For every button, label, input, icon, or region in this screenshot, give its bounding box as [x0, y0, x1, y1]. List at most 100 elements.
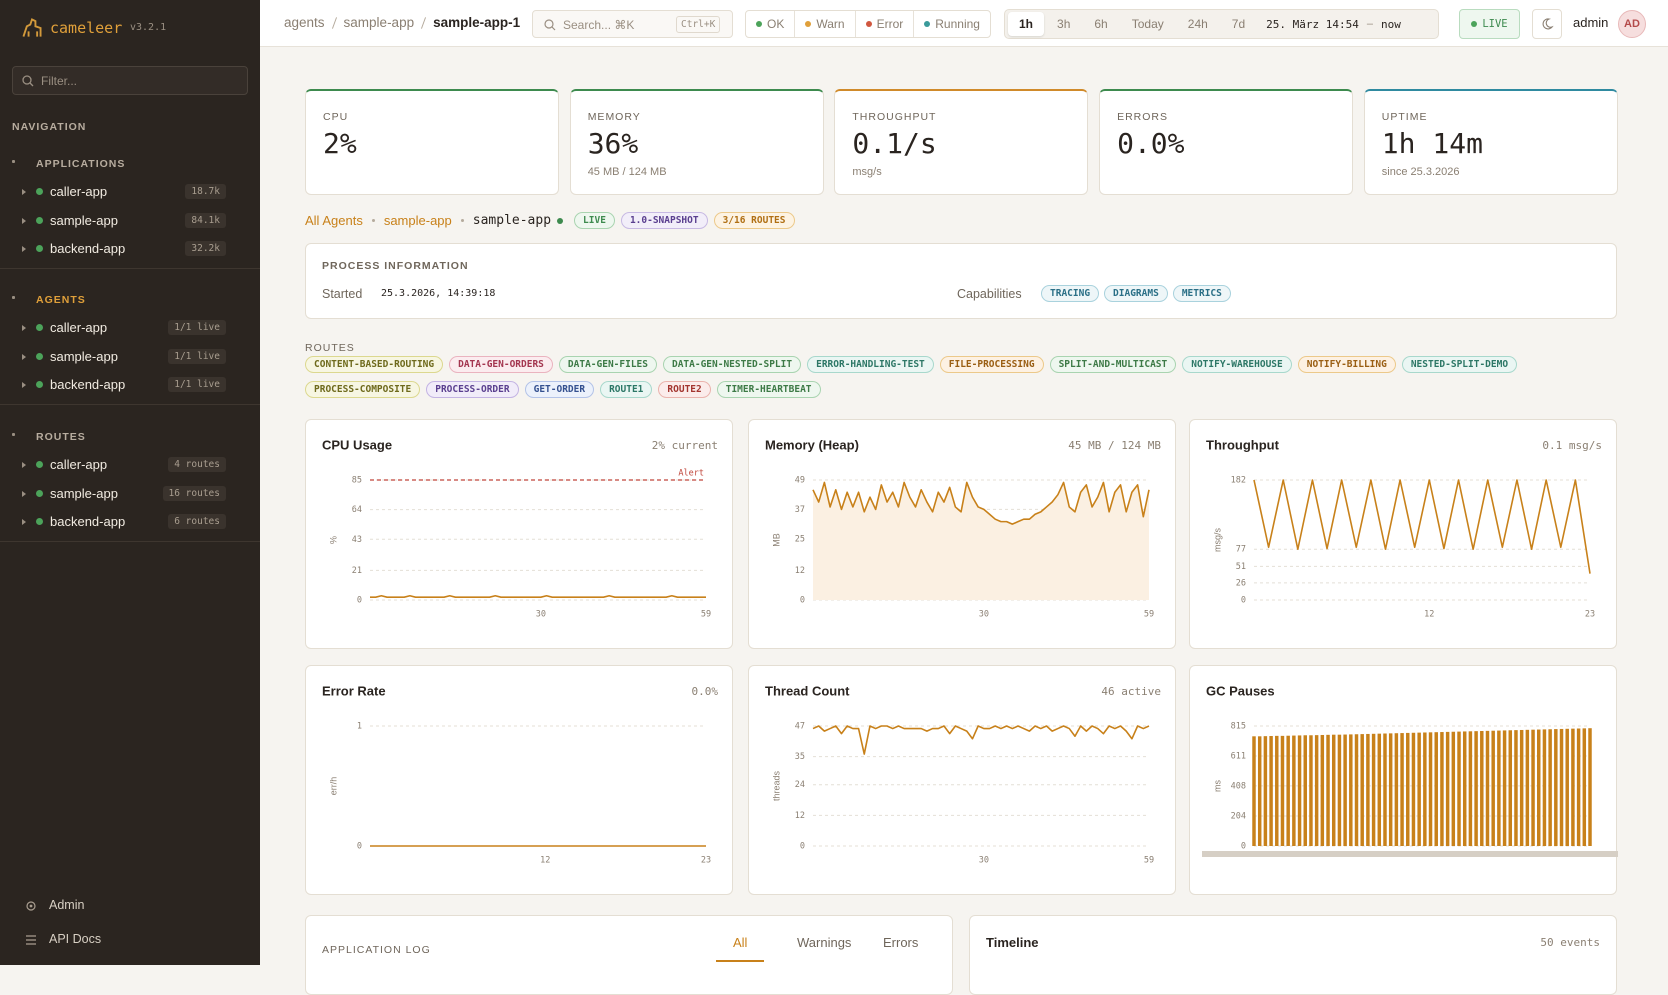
y-tick-label: 25	[795, 534, 805, 544]
sidebar-item[interactable]: backend-app 1/1 live	[0, 373, 260, 397]
time-range-button[interactable]: 3h	[1057, 17, 1071, 31]
time-range-button[interactable]: 24h	[1187, 17, 1208, 31]
y-tick-label: 35	[795, 752, 805, 762]
line	[1253, 479, 1591, 574]
route-tag[interactable]: DATA-GEN-NESTED-SPLIT	[662, 356, 802, 373]
bar	[1400, 733, 1404, 846]
search-box[interactable]: Search... ⌘K Ctrl+K	[532, 10, 733, 38]
bar	[1525, 729, 1530, 846]
filter-input[interactable]: Filter...	[12, 66, 248, 95]
log-tab[interactable]: Warnings	[797, 935, 852, 950]
chart-title: Throughput	[1206, 437, 1280, 452]
line	[370, 594, 706, 598]
icon	[26, 901, 36, 911]
chart-summary: 0.0%	[692, 685, 719, 698]
route-tag[interactable]: CONTENT-BASED-ROUTING	[305, 356, 444, 373]
icon	[26, 935, 36, 945]
bar	[1349, 734, 1353, 846]
chart-card: GC Pauses 0 204 408 611 815 ms	[1189, 665, 1618, 895]
footer-link[interactable]: Admin	[49, 898, 85, 912]
route-tag[interactable]: TIMER-HEARTBEAT	[716, 381, 821, 398]
bar	[1309, 735, 1313, 846]
route-tag[interactable]: NOTIFY-BILLING	[1297, 356, 1396, 373]
item-badge: 1/1 live	[168, 320, 226, 335]
kpi-label: MEMORY	[587, 111, 641, 123]
bar	[1497, 730, 1501, 846]
live-toggle[interactable]: LIVE	[1459, 9, 1520, 39]
sidebar-item[interactable]: sample-app 16 routes	[0, 482, 260, 506]
route-tag[interactable]: ROUTE1	[600, 381, 653, 398]
kpi-value: 1h 14m	[1381, 127, 1483, 160]
status-dot	[36, 461, 43, 468]
time-range-button[interactable]: 7d	[1231, 17, 1246, 31]
route-tag[interactable]: DATA-GEN-ORDERS	[449, 356, 553, 373]
bar	[1588, 728, 1592, 846]
agent-crumb[interactable]: All Agents	[305, 213, 363, 228]
time-range: 1h 3h 6h Today 24h 7d 25. März 14:54– now	[1004, 9, 1439, 39]
user-avatar[interactable]: AD	[1618, 10, 1646, 38]
icon	[1542, 18, 1554, 30]
agent-crumb: sample-app	[472, 213, 552, 228]
item-name: backend-app	[50, 514, 126, 530]
x-tick-label: 23	[1585, 610, 1595, 620]
sidebar-item[interactable]: caller-app 18.7k	[0, 180, 260, 204]
agent-crumb[interactable]: sample-app	[383, 213, 452, 228]
bar	[1366, 733, 1370, 846]
sidebar-item[interactable]: sample-app 1/1 live	[0, 345, 260, 369]
route-tag[interactable]: GET-ORDER	[524, 381, 595, 398]
route-tag[interactable]: NOTIFY-WAREHOUSE	[1182, 356, 1292, 373]
route-tag[interactable]: PROCESS-ORDER	[426, 381, 519, 398]
bar	[1445, 731, 1450, 846]
y-tick-label: 408	[1231, 781, 1246, 791]
x-tick-label: 59	[1144, 610, 1154, 620]
footer-link[interactable]: API Docs	[49, 932, 102, 946]
breadcrumb-item[interactable]: agents	[284, 15, 325, 30]
bar	[1383, 733, 1387, 846]
kpi-card: UPTIME 1h 14m since 25.3.2026	[1363, 89, 1618, 195]
status-label: Warn	[816, 17, 845, 31]
route-tag[interactable]: ROUTE2	[658, 381, 711, 398]
status-filter[interactable]: Error	[856, 11, 915, 37]
filter-placeholder: Filter...	[41, 74, 78, 88]
y-tick-label: 21	[352, 566, 362, 576]
status-dot	[36, 381, 43, 389]
sidebar-item[interactable]: caller-app 1/1 live	[0, 316, 260, 340]
y-tick-label: 85	[352, 476, 362, 486]
route-tag[interactable]: FILE-PROCESSING	[939, 356, 1044, 373]
y-tick-label: 37	[795, 505, 805, 515]
route-tag[interactable]: SPLIT-AND-MULTICAST	[1049, 356, 1177, 373]
sidebar-item[interactable]: backend-app 6 routes	[0, 510, 260, 534]
agent-badge: 1.0-SNAPSHOT	[620, 212, 708, 229]
y-axis-label: ms	[1212, 780, 1222, 792]
status-filter[interactable]: Warn	[795, 11, 856, 37]
x-tick-label: 59	[701, 610, 711, 620]
process-card: PROCESS INFORMATION Started 25.3.2026, 14:…	[305, 243, 1617, 319]
chart-summary: 2% current	[652, 439, 718, 452]
breadcrumb-item[interactable]: sample-app	[343, 15, 415, 30]
capability-tag: TRACING	[1041, 285, 1100, 302]
route-tag[interactable]: ERROR-HANDLING-TEST	[807, 356, 934, 373]
sidebar-item[interactable]: backend-app 32.2k	[0, 237, 260, 261]
user-name[interactable]: admin	[1573, 15, 1609, 30]
sidebar-item[interactable]: caller-app 4 routes	[0, 453, 260, 477]
status-filter[interactable]: OK	[746, 11, 796, 37]
chart-title: Error Rate	[322, 683, 386, 698]
y-tick-label: 51	[1236, 562, 1246, 572]
time-range-button[interactable]: 1h	[1008, 12, 1045, 36]
process-title: PROCESS INFORMATION	[322, 260, 469, 272]
log-tab[interactable]: All	[716, 935, 765, 962]
bar	[1468, 731, 1473, 846]
route-tag[interactable]: PROCESS-COMPOSITE	[305, 381, 421, 398]
sidebar-item[interactable]: sample-app 84.1k	[0, 209, 260, 233]
log-tab[interactable]: Errors	[883, 935, 919, 950]
route-tag[interactable]: DATA-GEN-FILES	[558, 356, 657, 373]
bar	[1257, 736, 1262, 846]
theme-toggle[interactable]	[1532, 9, 1562, 39]
time-range-button[interactable]: Today	[1131, 17, 1164, 31]
status-filter[interactable]: Running	[914, 11, 990, 37]
route-tag[interactable]: NESTED-SPLIT-DEMO	[1401, 356, 1518, 373]
time-range-button[interactable]: 6h	[1094, 17, 1108, 31]
section-divider	[0, 267, 260, 269]
status-filters: OK Warn Error Running	[745, 10, 991, 38]
